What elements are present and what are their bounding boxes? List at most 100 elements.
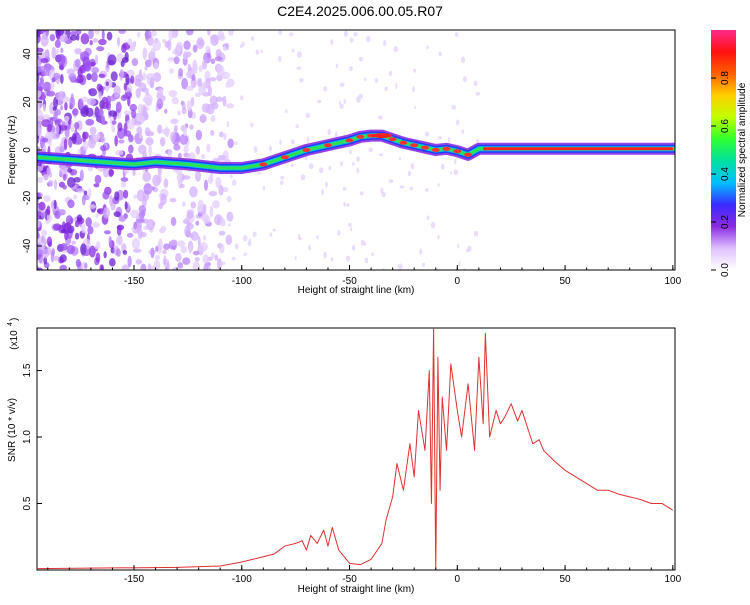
spectral-blob [393,45,398,53]
spectral-blob [210,34,219,46]
spectral-blob [222,45,227,52]
spectral-blob [77,149,82,154]
y-tick-label: 20 [22,96,33,108]
spectral-blob [108,169,115,177]
ridge-peak [399,140,408,145]
spectral-blob [473,230,479,237]
spectral-blob [328,166,332,171]
spectral-blob [66,68,75,75]
spectral-blob [456,119,460,126]
spectral-blob [37,249,44,255]
spectral-blob [419,248,423,255]
spectral-blob [133,194,138,199]
spectral-blob [215,48,222,58]
spectral-blob [123,122,128,134]
spectral-blob [414,105,417,109]
spectral-blob [343,30,348,37]
y-tick-label: -20 [22,190,33,205]
spectral-blob [148,144,153,157]
spectral-blob [291,48,295,53]
spectral-blob [182,175,191,180]
spectral-blob [190,201,197,209]
spectral-blob [300,174,306,181]
spectral-blob [152,39,162,51]
spectral-blob [184,225,191,238]
spectral-blob [440,163,445,170]
spectral-blob [75,58,81,68]
spectral-blob [52,132,60,140]
spectral-blob [126,119,135,130]
spectral-blob [101,96,108,104]
spectral-blob [212,200,220,209]
spectral-blob [186,100,192,112]
spectral-blob [105,81,109,86]
spectral-blob [108,258,116,267]
spectral-blob [260,49,263,54]
spectral-blob [202,235,207,241]
spectral-blob [201,60,207,70]
spectral-blob [129,103,138,112]
spectral-blob [351,162,355,166]
spectral-blob [181,101,186,110]
spectral-blob [150,247,155,259]
spectral-blob [74,122,80,130]
spectral-blob [412,86,416,93]
spectral-blob [371,252,375,257]
spectral-blob [378,153,384,157]
spectral-blob [52,255,60,261]
spectral-blob [169,68,174,74]
spectral-blob [185,85,194,92]
spectral-blob [40,57,49,64]
spectral-blob [53,111,58,121]
spectral-blob [64,101,68,111]
spectral-blob [145,59,152,68]
spectral-blob [67,177,76,188]
spectral-blob [163,255,167,266]
spectral-blob [316,235,319,240]
spectral-blob [115,235,123,246]
ridge-peak [302,148,311,152]
spectral-blob [183,145,189,153]
spectral-blob [130,75,135,84]
spectral-blob [221,261,226,266]
spectral-blob [253,146,258,153]
x-tick-label: -150 [124,574,144,585]
spectral-blob [382,267,385,270]
spectral-blob [214,254,219,261]
spectral-blob [120,177,129,182]
spectral-blob [85,118,95,126]
spectral-blob [55,92,63,100]
spectral-blob [41,119,50,127]
spectral-blob [217,34,226,41]
spectral-blob [407,170,412,177]
spectral-blob [207,176,214,184]
spectral-blob [96,108,104,117]
spectral-blob [163,178,169,189]
spectral-blob [316,99,322,104]
spectral-blob [37,30,41,38]
spectral-blob [37,123,42,136]
spectral-blob [426,45,429,50]
spectral-blob [102,167,110,178]
spectral-blob [131,109,137,119]
spectral-blob [137,31,141,38]
spectral-blob [173,143,181,151]
spectral-blob [161,128,171,135]
ridge-peak [420,145,429,150]
spectral-blob [71,240,76,245]
spectral-blob [219,131,224,138]
spectral-blob [103,251,107,259]
spectral-blob [348,149,353,155]
spectral-blob [388,179,394,184]
spectral-blob [41,229,47,237]
spectral-blob [37,267,43,270]
spectral-blob [88,30,94,40]
spectral-blob [171,96,179,105]
spectral-blob [106,31,113,41]
x-tick-label: -50 [342,276,357,287]
spectral-blob [91,72,98,83]
spectral-blob [96,46,105,52]
spectral-blob [121,56,129,63]
spectral-blob [353,31,358,37]
spectral-blob [448,137,451,143]
